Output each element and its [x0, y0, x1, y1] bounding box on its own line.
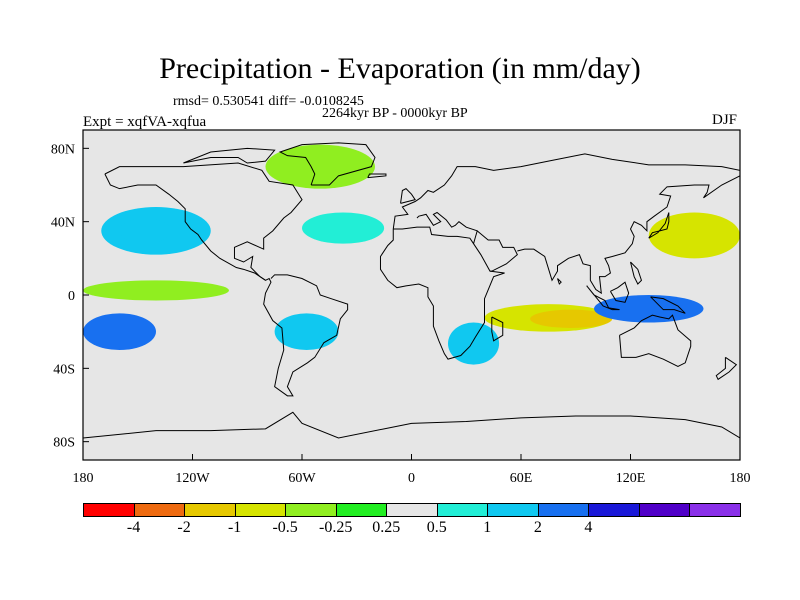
colorbar-label-6: 0.5 — [426, 519, 447, 536]
lat-tick-label-1: 40N — [51, 216, 75, 231]
lon-tick-label-1: 120W — [175, 471, 210, 486]
anomaly-region-5 — [302, 212, 385, 244]
season-label: DJF — [712, 112, 738, 128]
coastline-19 — [630, 261, 643, 285]
colorbar-label-4: -0.25 — [319, 519, 353, 536]
colorbar-label-8: 2 — [533, 519, 542, 536]
coastline-9 — [586, 285, 620, 311]
anomaly-region-12 — [83, 408, 740, 428]
lon-tick-label-4: 60E — [510, 471, 533, 486]
coastline-17 — [183, 147, 276, 164]
colorbar-swatch-8 — [487, 503, 539, 517]
colorbar-label-7: 1 — [483, 519, 492, 536]
coastline-12 — [648, 212, 670, 239]
lat-tick-label-2: 0 — [68, 289, 75, 304]
colorbar-swatch-10 — [588, 503, 640, 517]
coastline-1 — [104, 173, 266, 281]
colorbar-swatch-12 — [689, 503, 741, 517]
colorbar-label-2: -1 — [227, 519, 242, 536]
coastline-2 — [278, 142, 376, 186]
colorbar-swatch-1 — [133, 503, 186, 517]
lon-tick-label-6: 180 — [730, 471, 751, 486]
colorbar-swatch-4 — [285, 503, 337, 517]
coastline-20 — [557, 278, 562, 285]
coastline-7 — [517, 175, 740, 295]
lon-tick-label-5: 120E — [616, 471, 646, 486]
lon-tick-label-2: 60W — [288, 471, 316, 486]
anomaly-region-11 — [265, 144, 375, 189]
coastline-10 — [609, 281, 630, 303]
coastline-3 — [379, 226, 505, 360]
colorbar-label-0: -4 — [126, 519, 141, 536]
lon-tick-label-3: 0 — [408, 471, 415, 486]
colorbar-label-1: -2 — [177, 519, 191, 536]
colorbar-label-3: -0.5 — [272, 519, 298, 536]
coastline-layer — [83, 142, 740, 439]
anomaly-region-7 — [448, 322, 500, 365]
coastline-0 — [104, 162, 349, 397]
lat-tick-label-0: 80N — [51, 142, 75, 157]
anomaly-region-9 — [530, 309, 613, 329]
coastline-4 — [392, 153, 740, 230]
coastline-16 — [83, 411, 740, 439]
anomaly-layer — [83, 144, 740, 428]
coastline-8 — [619, 314, 692, 368]
lat-tick-label-4: 80S — [53, 436, 75, 451]
coastline-15 — [367, 173, 387, 179]
stats-label: rmsd= 0.530541 diff= -0.0108245 — [173, 94, 364, 109]
coastline-13 — [715, 356, 738, 381]
map-title: Precipitation - Evaporation (in mm/day) — [159, 52, 641, 85]
colorbar-label-5: 0.25 — [372, 519, 401, 536]
colorbar-swatch-5 — [335, 503, 388, 517]
period-label: 2264kyr BP - 0000kyr BP — [322, 106, 468, 121]
experiment-label: Expt = xqfVA-xqfua — [83, 114, 207, 130]
anomaly-region-3 — [83, 313, 156, 350]
anomaly-region-2 — [83, 280, 229, 301]
coastline-6 — [476, 230, 518, 272]
colorbar-swatch-3 — [234, 503, 287, 517]
colorbar-swatch-11 — [638, 503, 691, 517]
lon-tick-label-0: 180 — [73, 471, 94, 486]
coastline-5 — [416, 211, 478, 244]
coastline-14 — [400, 188, 416, 204]
colorbar-swatch-2 — [184, 503, 236, 517]
colorbar-swatch-9 — [537, 503, 590, 517]
coastline-18 — [491, 316, 504, 342]
colorbar-swatch-7 — [436, 503, 489, 517]
coastline-11 — [650, 296, 686, 314]
anomaly-region-1 — [119, 218, 171, 244]
colorbar-label-9: 4 — [584, 519, 593, 536]
anomaly-region-4 — [648, 212, 740, 259]
lat-tick-label-3: 40S — [53, 362, 75, 377]
anomaly-region-6 — [274, 313, 339, 350]
colorbar-swatch-0 — [83, 503, 135, 517]
colorbar-swatch-6 — [386, 503, 438, 517]
axes-layer: 180 120W 60W 0 60E 120E 180 80N 40N 0 40S 80S — [51, 142, 751, 486]
